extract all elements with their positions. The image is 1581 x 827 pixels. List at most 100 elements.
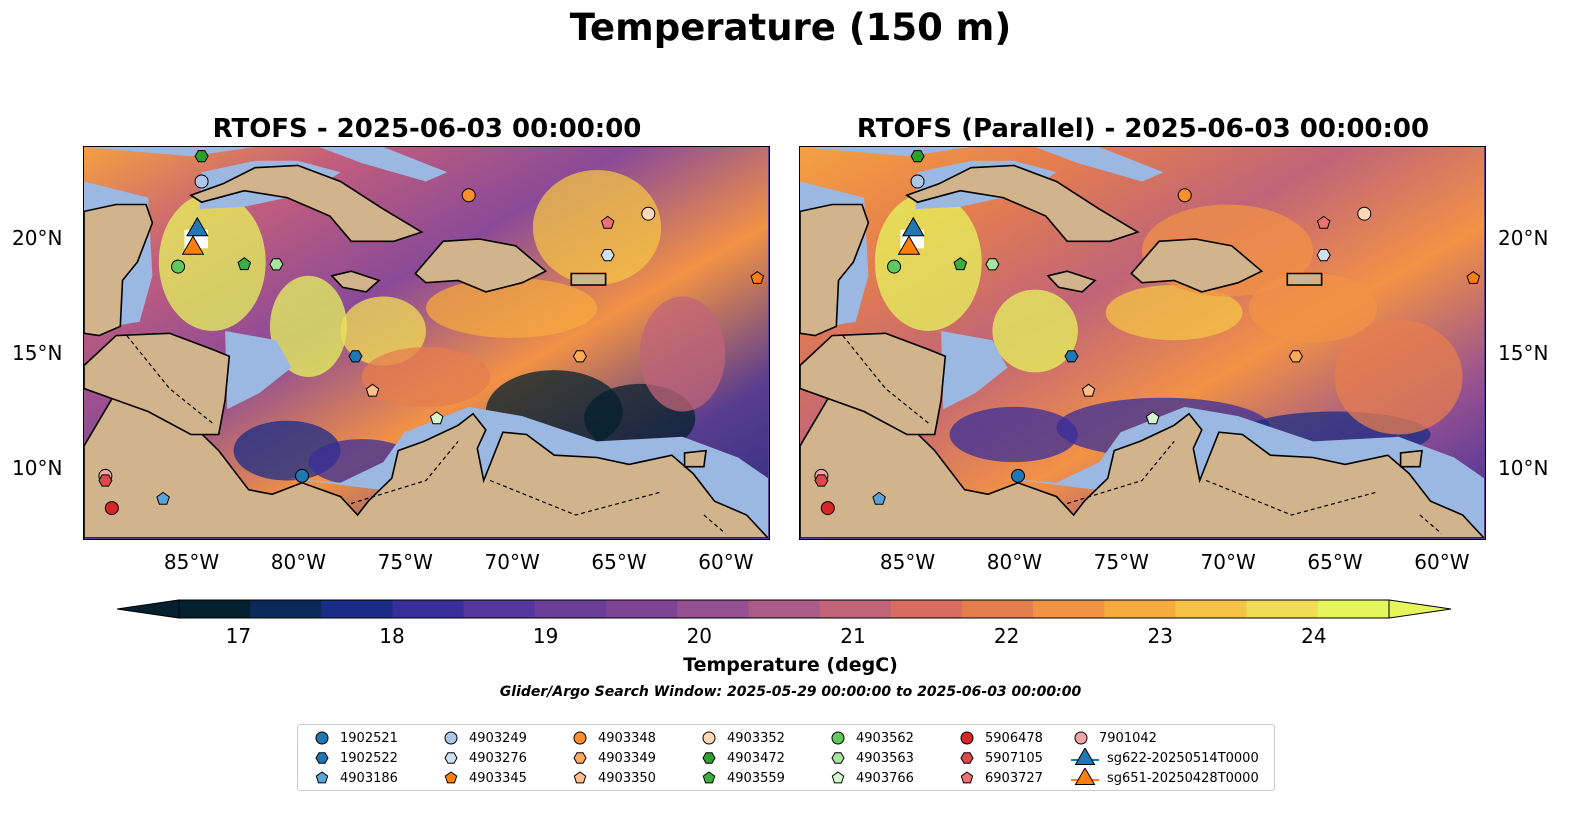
platform-4903472: [194, 150, 209, 163]
platform-4903562: [887, 259, 902, 274]
colorbar-segment: [890, 600, 963, 618]
colorbar-extend-min: [116, 599, 180, 619]
legend-marker: [1074, 731, 1088, 745]
legend-marker: [1074, 748, 1096, 765]
hexagon-marker-icon: [960, 752, 974, 764]
legend-item: 4903350: [570, 768, 656, 788]
pentagon-marker-icon: [573, 771, 587, 784]
platform-4903563: [985, 258, 1000, 271]
colorbar-segment: [321, 600, 394, 618]
temperature-feature: [1105, 285, 1243, 341]
colorbar-segment: [1033, 600, 1105, 618]
colorbar: [116, 599, 1453, 623]
figure-title: Temperature (150 m): [569, 6, 1012, 49]
colorbar-segment: [961, 600, 1034, 618]
triangle-line-marker-icon: [1071, 748, 1099, 765]
platform-4903348: [461, 188, 476, 203]
colorbar-segment: [819, 600, 892, 618]
legend-label: 4903348: [598, 730, 656, 746]
country-border: [1067, 441, 1175, 505]
x-tick-label: 60°W: [698, 550, 754, 574]
colorbar-extend-max: [1388, 599, 1452, 619]
legend-label: 4903349: [598, 750, 656, 766]
colorbar-tick-label: 24: [1301, 624, 1327, 648]
land: [683, 449, 707, 468]
legend-label: 4903276: [469, 750, 527, 766]
legend-marker: [315, 771, 329, 784]
platform-4903186: [872, 491, 886, 505]
colorbar-tick-label: 17: [225, 624, 252, 648]
legend-item: 1902521: [312, 728, 398, 748]
legend-label: sg622-20250514T0000: [1107, 750, 1259, 766]
platform-1902522: [348, 350, 363, 363]
legend-marker: [831, 752, 845, 764]
legend-item: 4903559: [699, 768, 785, 788]
legend-marker: [573, 731, 587, 745]
legend-label: 4903345: [469, 770, 527, 786]
y-tick-label: 15°N: [12, 341, 63, 365]
colorbar-svg: [116, 599, 1452, 619]
platform-4903352: [1357, 206, 1372, 221]
land: [800, 203, 870, 337]
platform-sg651-20250428T0000: [897, 235, 921, 255]
legend-label: 4903472: [727, 750, 785, 766]
legend-label: 6903727: [985, 770, 1043, 786]
shallow-water: [800, 147, 1164, 182]
colorbar-tick-label: 21: [840, 624, 866, 648]
platform-4903472: [910, 150, 925, 163]
x-tick-label: 60°W: [1414, 550, 1470, 574]
platform-4903352: [641, 206, 656, 221]
hexagon-marker-icon: [702, 752, 716, 764]
legend-item: 4903352: [699, 728, 785, 748]
temperature-feature: [992, 289, 1078, 373]
legend-item: 5907105: [957, 748, 1043, 768]
circle-marker-icon: [831, 731, 845, 745]
temperature-feature: [874, 193, 982, 331]
search-window-text: Glider/Argo Search Window: 2025-05-29 00…: [499, 684, 1082, 700]
legend-marker: [444, 752, 458, 764]
land: [84, 203, 154, 337]
platform-sg622-20250514T0000: [186, 216, 209, 237]
country-border: [1205, 479, 1378, 516]
temperature-feature: [269, 275, 347, 377]
platform-4903559: [237, 257, 252, 271]
legend-marker: [831, 731, 845, 745]
country-border: [703, 514, 726, 534]
platform-4903349: [572, 350, 587, 363]
platform-4903249: [910, 174, 925, 189]
colorbar-segment: [748, 600, 821, 618]
colorbar-label: Temperature (degC): [683, 654, 898, 676]
x-tick-label: 80°W: [270, 550, 326, 574]
platform-4903563: [269, 258, 284, 271]
land: [84, 332, 231, 436]
legend-item: 4903186: [312, 768, 398, 788]
circle-marker-icon: [960, 731, 974, 745]
country-border: [489, 479, 662, 516]
legend-marker: [1074, 768, 1096, 785]
legend-marker: [702, 731, 716, 745]
colorbar-segment: [606, 600, 678, 618]
legend-label: 5907105: [985, 750, 1043, 766]
platform-4903345: [750, 270, 765, 284]
map-svg-rtofs-parallel: [800, 147, 1484, 538]
colorbar-segment: [179, 600, 251, 618]
x-tick-label: 70°W: [484, 550, 540, 574]
legend-marker: [960, 771, 974, 784]
colorbar-segment: [1246, 600, 1319, 618]
country-border: [126, 335, 213, 424]
legend-item: 1902522: [312, 748, 398, 768]
y-tick-label: 10°N: [12, 456, 63, 480]
land: [330, 270, 381, 293]
platform-4903562: [171, 259, 186, 274]
x-tick-label: 85°W: [879, 550, 936, 574]
legend-marker: [702, 771, 716, 784]
platform-1902522: [1064, 350, 1079, 363]
land: [1046, 270, 1097, 293]
colorbar-tick-label: 22: [993, 624, 1020, 648]
hexagon-marker-icon: [573, 752, 587, 764]
platform-4903345: [1466, 270, 1481, 284]
y-tick-label: 15°N: [1498, 341, 1549, 365]
temperature-feature: [639, 296, 726, 412]
legend-label: 4903559: [727, 770, 785, 786]
platform-4903249: [194, 174, 209, 189]
